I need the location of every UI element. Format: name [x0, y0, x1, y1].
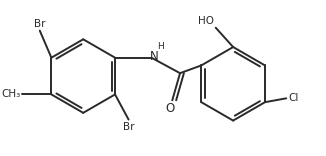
Text: HO: HO: [198, 16, 214, 26]
Text: N: N: [150, 50, 159, 63]
Text: CH₃: CH₃: [1, 89, 21, 99]
Text: H: H: [157, 42, 163, 51]
Text: Br: Br: [123, 122, 134, 132]
Text: Cl: Cl: [288, 93, 299, 103]
Text: O: O: [166, 102, 175, 115]
Text: Br: Br: [34, 19, 46, 29]
